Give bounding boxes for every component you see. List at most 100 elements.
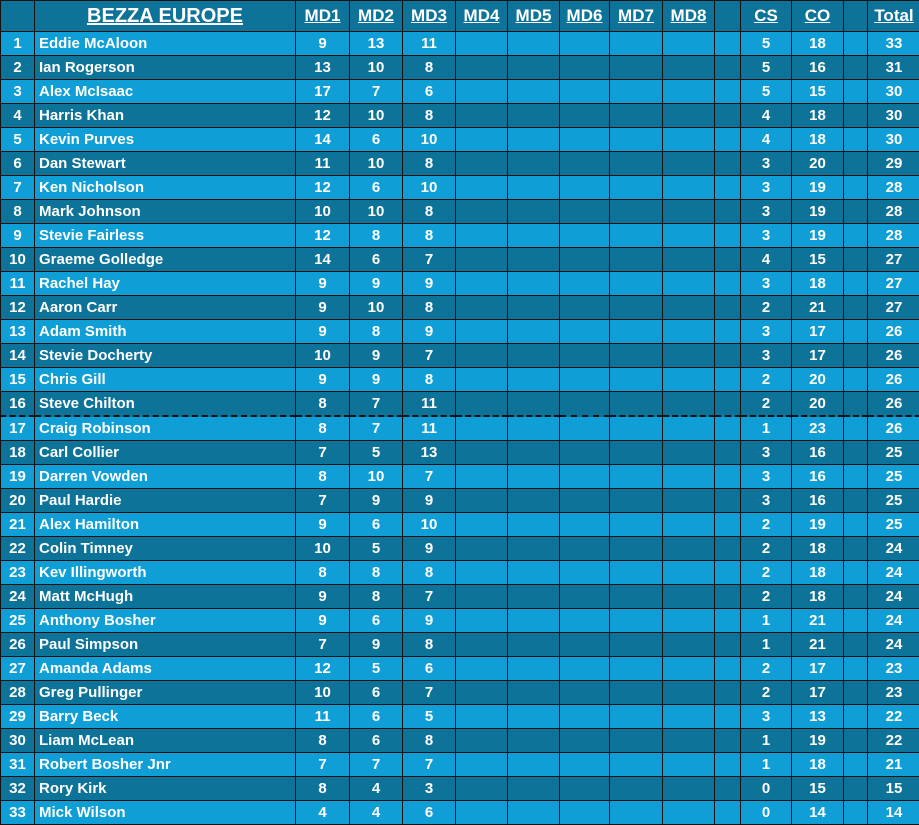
md6-cell [560,753,610,777]
md8-cell [663,513,715,537]
md5-cell [508,585,560,609]
md6-cell [560,32,610,56]
rank-cell: 26 [1,633,35,657]
md6-cell [560,489,610,513]
spacer-cell [844,416,868,441]
md3-cell: 7 [403,681,456,705]
md1-cell: 8 [296,416,350,441]
md1-cell: 17 [296,80,350,104]
md6-cell [560,537,610,561]
md2-cell: 6 [350,128,403,152]
md3-cell: 13 [403,441,456,465]
column-header-co: CO [792,1,844,32]
spacer-cell [715,128,741,152]
md1-cell: 9 [296,272,350,296]
cs-cell: 2 [741,296,792,320]
md1-cell: 8 [296,392,350,417]
md4-cell [456,392,508,417]
md6-cell [560,104,610,128]
md1-cell: 8 [296,465,350,489]
cs-cell: 2 [741,657,792,681]
co-cell: 18 [792,561,844,585]
column-header-total: Total [868,1,919,32]
md6-cell [560,344,610,368]
md3-cell: 8 [403,56,456,80]
total-cell: 22 [868,729,919,753]
md1-cell: 7 [296,489,350,513]
rank-cell: 24 [1,585,35,609]
md7-cell [610,248,663,272]
md8-cell [663,392,715,417]
md7-cell [610,416,663,441]
player-name-cell: Paul Simpson [35,633,296,657]
md3-cell: 9 [403,609,456,633]
md6-cell [560,200,610,224]
player-name-cell: Matt McHugh [35,585,296,609]
md6-cell [560,657,610,681]
rank-header [1,1,35,32]
md3-cell: 8 [403,368,456,392]
rank-cell: 2 [1,56,35,80]
md1-cell: 8 [296,729,350,753]
md5-cell [508,441,560,465]
md4-cell [456,272,508,296]
md3-cell: 8 [403,296,456,320]
md4-cell [456,729,508,753]
md2-cell: 6 [350,609,403,633]
md5-cell [508,681,560,705]
rank-cell: 29 [1,705,35,729]
md7-cell [610,801,663,825]
spacer-cell [844,152,868,176]
md2-cell: 7 [350,416,403,441]
md6-cell [560,633,610,657]
spacer-cell [715,80,741,104]
md3-cell: 7 [403,465,456,489]
md7-cell [610,489,663,513]
cs-cell: 5 [741,32,792,56]
total-cell: 25 [868,489,919,513]
md5-cell [508,272,560,296]
md1-cell: 7 [296,753,350,777]
md4-cell [456,224,508,248]
spacer-cell [715,633,741,657]
md6-cell [560,128,610,152]
md2-cell: 6 [350,248,403,272]
md2-cell: 10 [350,104,403,128]
cs-cell: 3 [741,489,792,513]
md2-cell: 6 [350,176,403,200]
spacer-cell [844,537,868,561]
total-cell: 24 [868,609,919,633]
md7-cell [610,272,663,296]
md6-cell [560,465,610,489]
total-cell: 25 [868,465,919,489]
co-cell: 18 [792,104,844,128]
rank-cell: 23 [1,561,35,585]
md2-cell: 6 [350,729,403,753]
md6-cell [560,416,610,441]
md7-cell [610,777,663,801]
md3-cell: 9 [403,320,456,344]
co-cell: 17 [792,320,844,344]
rank-cell: 32 [1,777,35,801]
md3-cell: 9 [403,272,456,296]
md7-cell [610,224,663,248]
total-cell: 14 [868,801,919,825]
total-cell: 26 [868,368,919,392]
md3-cell: 11 [403,416,456,441]
md7-cell [610,753,663,777]
rank-cell: 31 [1,753,35,777]
rank-cell: 17 [1,416,35,441]
md7-cell [610,585,663,609]
cs-cell: 0 [741,801,792,825]
md8-cell [663,248,715,272]
md5-cell [508,392,560,417]
